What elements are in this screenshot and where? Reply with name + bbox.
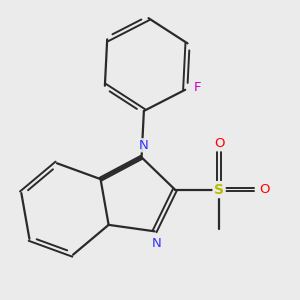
Text: N: N (139, 139, 148, 152)
Text: O: O (260, 183, 270, 196)
Text: O: O (214, 137, 224, 150)
Text: N: N (152, 237, 161, 250)
Text: S: S (214, 183, 224, 196)
Text: F: F (194, 81, 201, 94)
